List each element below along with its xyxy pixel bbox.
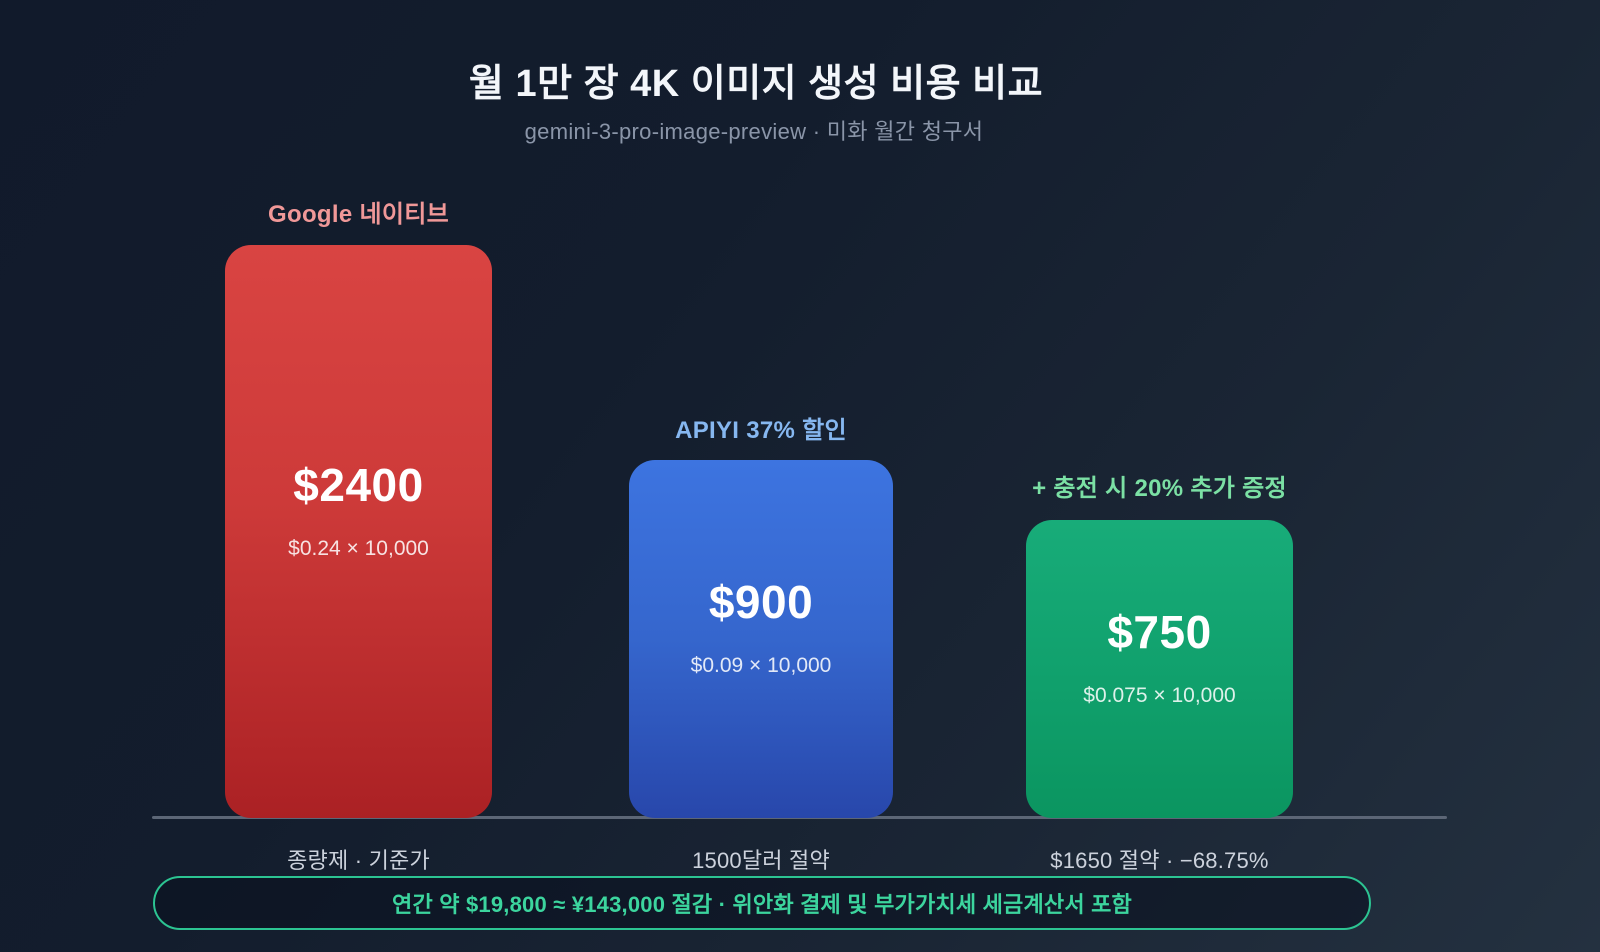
annual-savings-text: 연간 약 $19,800 ≈ ¥143,000 절감 · 위안화 결제 및 부가… (392, 892, 1132, 917)
bar-formula: $0.24 × 10,000 (288, 537, 429, 560)
bar-value: $900 (708, 576, 814, 628)
annual-savings-banner: 연간 약 $19,800 ≈ ¥143,000 절감 · 위안화 결제 및 부가… (153, 876, 1371, 930)
bar-value: $750 (1107, 606, 1212, 658)
bar-footnote-topup-bonus: $1650 절약 · −68.75% (1050, 848, 1269, 873)
bar-value-group: $750 $0.075 × 10,000 (1026, 605, 1293, 709)
bar-label-google-native: Google 네이티브 (268, 201, 449, 228)
page-subtitle: gemini-3-pro-image-preview · 미화 월간 청구서 (524, 119, 984, 144)
bar-footnote-apiyi-discount: 1500달러 절약 (692, 848, 830, 873)
bar-formula: $0.075 × 10,000 (1083, 684, 1236, 707)
bar-label-apiyi-discount: APIYI 37% 할인 (675, 417, 847, 444)
bar-footnote-google-native: 종량제 · 기준가 (287, 848, 430, 873)
bar-label-topup-bonus: + 충전 시 20% 추가 증정 (1032, 475, 1287, 502)
bar-formula: $0.09 × 10,000 (690, 654, 832, 677)
bar-value-group: $2400 $0.24 × 10,000 (225, 458, 492, 562)
bar-value: $2400 (293, 459, 424, 511)
bar-value-group: $900 $0.09 × 10,000 (629, 575, 893, 679)
bar-apiyi-discount: $900 $0.09 × 10,000 (629, 460, 893, 818)
bar-google-native: $2400 $0.24 × 10,000 (225, 245, 492, 818)
bar-topup-bonus: $750 $0.075 × 10,000 (1026, 520, 1293, 818)
page-title: 월 1만 장 4K 이미지 생성 비용 비교 (468, 63, 1044, 105)
